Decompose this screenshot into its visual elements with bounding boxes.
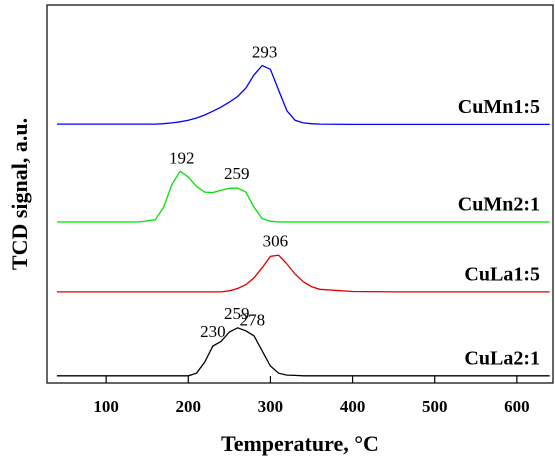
peak-label: 278 <box>240 311 266 330</box>
y-axis-label: TCD signal, a.u. <box>7 118 32 270</box>
peak-label: 293 <box>252 43 278 62</box>
x-tick-label: 500 <box>422 397 448 416</box>
peak-label: 259 <box>224 304 250 323</box>
x-tick-label: 200 <box>176 397 202 416</box>
peak-label: 306 <box>263 232 289 251</box>
series-line <box>56 170 550 223</box>
series-line <box>56 254 550 293</box>
peak-label: 192 <box>169 148 195 167</box>
series-label: CuMn1:5 <box>458 96 540 118</box>
series-label: CuLa1:5 <box>464 263 540 285</box>
series-label: CuLa2:1 <box>464 347 540 369</box>
x-tick-label: 300 <box>258 397 284 416</box>
x-axis-label: Temperature, °C <box>221 431 379 456</box>
x-tick-label: 100 <box>93 397 119 416</box>
series-line <box>56 327 550 377</box>
x-tick-label: 600 <box>504 397 530 416</box>
peak-label: 259 <box>224 164 250 183</box>
plot-frame <box>46 4 554 384</box>
x-tick-label: 400 <box>340 397 366 416</box>
peak-label: 230 <box>200 322 226 341</box>
series-label: CuMn2:1 <box>458 194 540 216</box>
series-line <box>56 64 550 126</box>
